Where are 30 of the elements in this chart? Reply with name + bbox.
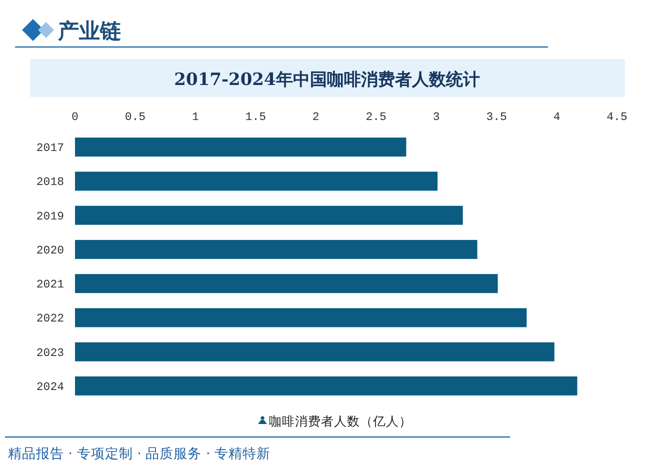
x-tick-label: 4 <box>553 111 560 124</box>
bar <box>75 342 554 362</box>
y-tick-label: 2019 <box>36 210 64 224</box>
y-tick-label: 2021 <box>36 278 64 292</box>
y-tick-label: 2017 <box>36 142 64 156</box>
x-tick-label: 4.5 <box>606 111 628 124</box>
bar <box>75 240 478 259</box>
y-tick-label: 2018 <box>36 176 64 190</box>
bar <box>75 138 406 157</box>
legend: 咖啡消费者人数（亿人） <box>258 414 412 428</box>
bar <box>75 274 498 294</box>
bar <box>75 206 463 225</box>
x-tick-label: 1.5 <box>245 111 266 124</box>
bar <box>75 376 578 396</box>
x-tick-label: 3 <box>432 111 440 124</box>
x-tick-label: 2.5 <box>366 111 387 124</box>
x-tick-label: 1 <box>192 111 199 124</box>
y-tick-label: 2023 <box>36 346 64 360</box>
bar <box>75 172 438 191</box>
y-tick-label: 2024 <box>36 380 64 394</box>
chart-title: 2017-2024年中国咖啡消费者人数统计 <box>174 70 480 90</box>
y-tick-label: 2020 <box>36 244 64 258</box>
x-tick-label: 3.5 <box>486 111 507 124</box>
text: 产业链 <box>57 19 122 43</box>
bar <box>75 308 527 328</box>
x-tick-label: 0.5 <box>124 111 146 124</box>
x-tick-label: 0 <box>72 111 79 124</box>
x-tick-label: 2 <box>312 111 320 124</box>
y-tick-label: 2022 <box>36 312 64 326</box>
text: 精品报告 · 专项定制 · 品质服务 · 专精特新 <box>8 446 271 462</box>
